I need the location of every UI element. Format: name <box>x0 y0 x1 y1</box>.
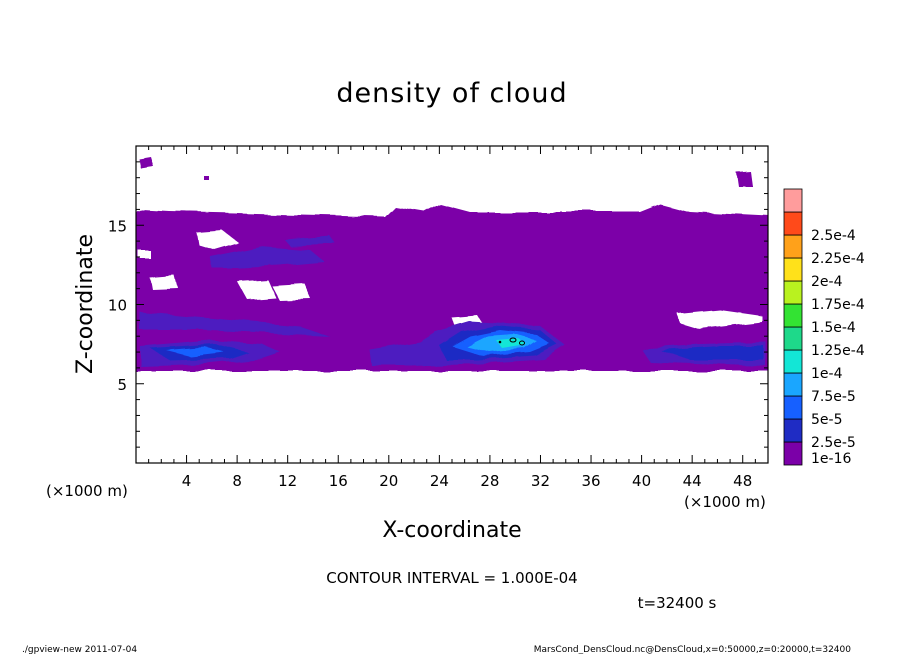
y-tick-label: 10 <box>108 297 127 315</box>
x-tick-label: 44 <box>683 472 702 490</box>
colorbar: 1e-162.5e-5 5e-5 7.5e-5 1e-4 1.25e-4 1.5e-4 1.… <box>783 188 865 467</box>
colorbar-label: 1e-4 <box>811 366 843 382</box>
colorbar-swatch <box>783 441 803 466</box>
colorbar-label: 2e-4 <box>811 274 843 290</box>
x-tick-label: 12 <box>278 472 297 490</box>
y-tick-label: 15 <box>108 217 127 235</box>
colorbar-label: 5e-5 <box>811 412 842 428</box>
y-tick-label: 5 <box>117 376 127 394</box>
contour-interval-text: CONTOUR INTERVAL = 1.000E-04 <box>326 569 577 587</box>
x-tick-label: 8 <box>232 472 242 490</box>
colorbar-swatch <box>783 188 803 213</box>
colorbar-label: 1.5e-4 <box>811 320 856 336</box>
x-tick-label: 4 <box>182 472 192 490</box>
density-field <box>136 156 768 371</box>
cloud-blob <box>736 171 752 186</box>
x-tick-label: 48 <box>733 472 752 490</box>
colorbar-swatch <box>783 257 803 282</box>
colorbar-swatch <box>783 280 803 305</box>
colorbar-swatch <box>783 372 803 397</box>
colorbar-swatch <box>783 349 803 374</box>
colorbar-swatch <box>783 418 803 443</box>
tiny-contours <box>498 337 525 346</box>
chart-title: density of cloud <box>336 78 567 109</box>
colorbar-swatch <box>783 326 803 351</box>
colorbar-label: 1.75e-4 <box>811 297 865 313</box>
colorbar-label: 2.25e-4 <box>811 251 865 267</box>
y-tick-labels: 5 10 15 <box>108 217 127 394</box>
colorbar-swatch <box>783 234 803 259</box>
cyan-core <box>496 338 526 348</box>
x-tick-labels: 4 8 12 16 20 24 28 32 36 40 44 48 <box>182 472 752 490</box>
footer-right: MarsCond_DensCloud.nc@DensCloud,x=0:5000… <box>534 645 851 654</box>
colorbar-swatch <box>783 395 803 420</box>
colorbar-label: 2.5e-4 <box>811 228 856 244</box>
footer-left: ./gpview-new 2011-07-04 <box>22 645 137 654</box>
x-tick-label: 40 <box>632 472 651 490</box>
colorbar-swatch <box>783 211 803 236</box>
colorbar-label: 1.25e-4 <box>811 343 865 359</box>
colorbar-label: 1e-16 <box>811 451 851 467</box>
x-tick-label: 16 <box>329 472 348 490</box>
axis-ticks <box>136 146 768 463</box>
colorbar-label: 7.5e-5 <box>811 389 856 405</box>
x-tick-label: 20 <box>379 472 398 490</box>
cloud-blob <box>138 156 153 168</box>
y-axis-label: Z-coordinate <box>73 234 98 374</box>
x-tick-label: 32 <box>531 472 550 490</box>
x-axis-label: X-coordinate <box>382 518 521 543</box>
cloud-blob <box>204 176 209 180</box>
x-unit-label-right: (×1000 m) <box>684 493 766 511</box>
x-tick-label: 28 <box>480 472 499 490</box>
colorbar-label: 2.5e-5 <box>811 435 856 451</box>
x-unit-label-left: (×1000 m) <box>46 482 128 500</box>
x-tick-label: 36 <box>581 472 600 490</box>
time-text: t=32400 s <box>638 594 717 612</box>
colorbar-swatch <box>783 303 803 328</box>
x-tick-label: 24 <box>430 472 449 490</box>
